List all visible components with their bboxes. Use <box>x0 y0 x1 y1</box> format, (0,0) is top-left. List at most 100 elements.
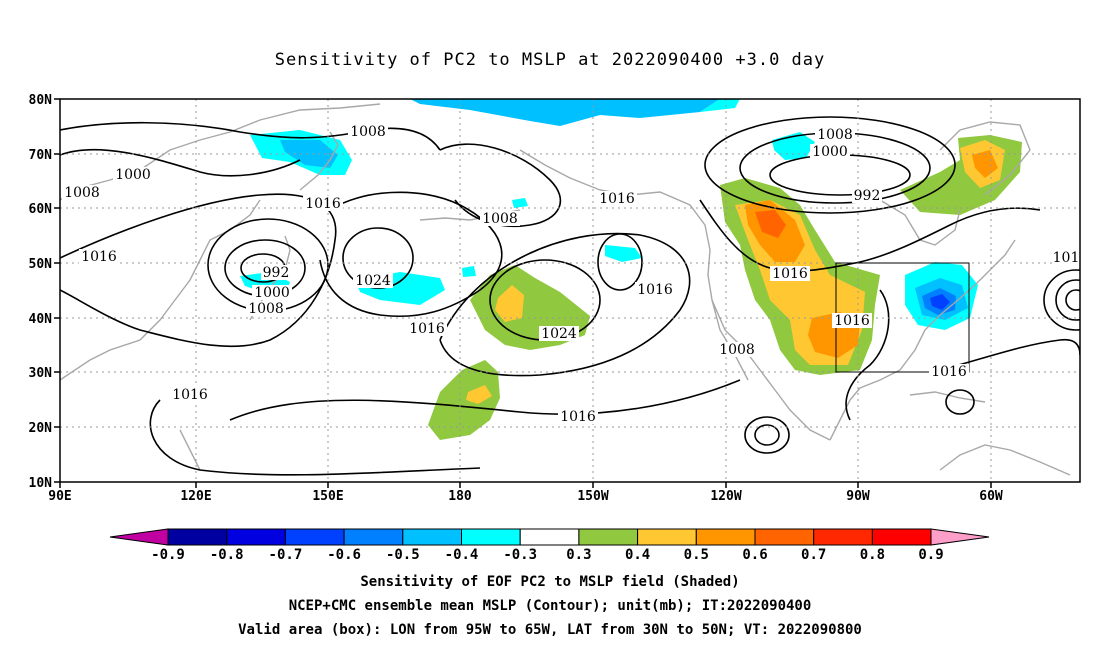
graticule <box>60 99 1080 482</box>
contour-label: 1000 <box>115 167 151 183</box>
colorbar-label: 0.7 <box>801 547 826 563</box>
shade-small-cyan-4 <box>512 198 528 208</box>
lon-label: 180 <box>448 489 472 504</box>
lat-label: 50N <box>29 257 53 272</box>
colorbar-cell <box>519 528 580 546</box>
contour-label: 1008 <box>719 342 755 358</box>
footer-line-3: Valid area (box): LON from 95W to 65W, L… <box>238 622 862 638</box>
shade-arctic-light <box>700 99 740 112</box>
contour-edge-low-3 <box>1043 269 1080 331</box>
axis-ticks <box>54 98 992 488</box>
lon-label: 120E <box>180 489 211 504</box>
lat-label: 10N <box>29 476 53 491</box>
contour-label: 992 <box>854 188 881 204</box>
lon-label: 150E <box>312 489 343 504</box>
contour-low-992-b <box>769 154 911 196</box>
colorbar-cell <box>695 528 756 546</box>
contour-label: 1016 <box>834 313 870 329</box>
shade-na-red <box>755 210 786 238</box>
contour-1016-atlantic <box>939 338 1080 371</box>
colorbar-cell <box>284 528 345 546</box>
colorbar-cell <box>930 528 990 546</box>
contour-low-1008-b <box>704 116 956 214</box>
colorbar-cell <box>109 528 169 546</box>
colorbar-label: -0.4 <box>445 547 479 563</box>
footer-line-1: Sensitivity of EOF PC2 to MSLP field (Sh… <box>360 574 740 590</box>
colorbar-label: -0.3 <box>503 547 537 563</box>
plot-frame <box>59 98 1081 483</box>
shade-hawaii-yellow <box>466 385 492 404</box>
coast-south-america <box>939 444 1071 476</box>
coast-philippines <box>179 429 201 471</box>
shade-eastcoast-darkblue <box>930 294 950 310</box>
lat-label: 30N <box>29 366 53 381</box>
contour-loop-1016-c <box>597 233 643 291</box>
colorbar-cell <box>754 528 815 546</box>
colorbar-cell <box>461 528 521 546</box>
footer-line-2: NCEP+CMC ensemble mean MSLP (Contour); u… <box>288 598 812 614</box>
colorbar-labels: -0.9 -0.8 -0.7 -0.6 -0.5 -0.4 -0.3 0.3 0… <box>151 547 944 563</box>
contour-1016-subtrop <box>149 399 481 476</box>
contour-labels: 1008 1000 1008 1016 992 1000 1008 1016 1… <box>62 124 1080 425</box>
contour-label: 1008 <box>482 211 518 227</box>
shade-hawaii-green <box>428 360 500 440</box>
contour-label: 1016 <box>637 282 673 298</box>
colorbar-label: -0.7 <box>269 547 303 563</box>
coast-hudson <box>879 199 961 246</box>
lat-labels: 80N 70N 60N 50N 40N 30N 20N 10N <box>29 93 53 491</box>
contour-label: 1016 <box>772 266 808 282</box>
shade-arctic-negative <box>410 99 720 126</box>
lat-label: 60N <box>29 202 53 217</box>
coast-greenland <box>939 121 1031 196</box>
contour-label: 1008 <box>64 185 100 201</box>
shade-pacific-yellow <box>495 285 524 322</box>
contour-label: 1016 <box>409 321 445 337</box>
contour-edge-low-2 <box>1055 279 1080 321</box>
contour-label: 992 <box>263 265 290 281</box>
contour-1016-west <box>60 193 337 348</box>
contour-1016-south <box>229 379 741 421</box>
colorbar-cell <box>813 528 873 546</box>
map-title: Sensitivity of PC2 to MSLP at 2022090400… <box>274 50 826 70</box>
colorbar-cell <box>343 528 404 546</box>
lon-label: 90W <box>846 489 870 504</box>
colorbar-cell <box>578 528 639 546</box>
colorbar-cell <box>402 528 462 546</box>
contour-label: 1008 <box>248 301 284 317</box>
contour-small-high-d <box>945 389 975 415</box>
colorbar-label: 0.6 <box>742 547 767 563</box>
colorbar-label: 0.8 <box>860 547 885 563</box>
contour-label: 101 <box>1053 250 1080 266</box>
contour-label: 1016 <box>81 249 117 265</box>
contour-label: 1008 <box>350 124 386 140</box>
lat-label: 20N <box>29 421 53 436</box>
colorbar-cell <box>871 528 932 546</box>
colorbar-label: -0.8 <box>210 547 244 563</box>
shade-greenland-green <box>900 135 1022 215</box>
contour-1008-north <box>60 121 441 151</box>
lon-label: 60W <box>979 489 1003 504</box>
colorbar-cell <box>226 528 286 546</box>
coast-gulf <box>829 239 1016 441</box>
shade-small-cyan-5 <box>462 266 476 277</box>
contour-edge-low-1 <box>1065 289 1080 311</box>
colorbar-label: -0.5 <box>386 547 420 563</box>
contour-label: 1000 <box>812 144 848 160</box>
colorbar-label: -0.9 <box>151 547 185 563</box>
contour-label: 1000 <box>254 285 290 301</box>
lon-label: 90E <box>48 489 71 504</box>
contour-small-low-c <box>744 416 790 454</box>
colorbar <box>109 528 990 546</box>
lat-label: 70N <box>29 148 53 163</box>
colorbar-cell <box>637 528 697 546</box>
shade-kamchatka-core <box>280 140 338 168</box>
lat-label: 40N <box>29 312 53 327</box>
contour-label: 1024 <box>541 326 577 342</box>
coast-kamchatka <box>299 131 339 191</box>
contour-label: 1016 <box>599 191 635 207</box>
colorbar-label: 0.9 <box>918 547 943 563</box>
contour-1016-na <box>699 199 1041 272</box>
colorbar-label: 0.3 <box>566 547 591 563</box>
contour-label: 1008 <box>817 127 853 143</box>
